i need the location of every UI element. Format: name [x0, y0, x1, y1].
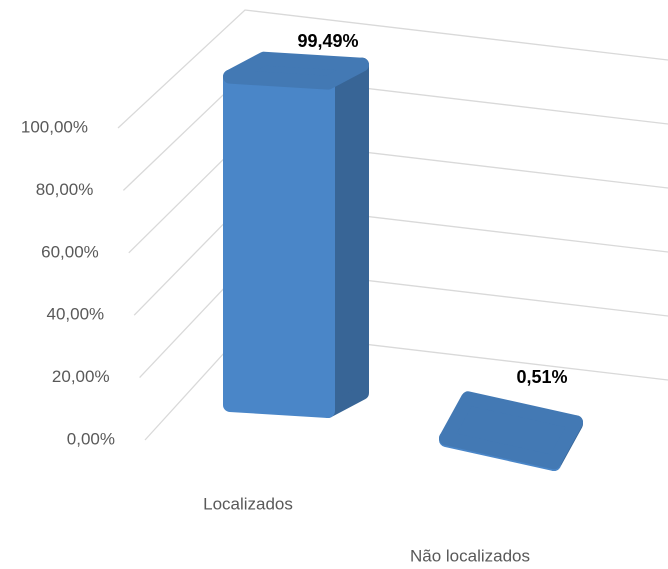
- grid-line: [128, 137, 668, 254]
- x-tick-label: Localizados: [203, 494, 293, 513]
- grid-line: [122, 73, 668, 191]
- bar: [223, 51, 369, 90]
- bar: [439, 391, 583, 470]
- y-tick-label: 60,00%: [41, 242, 99, 261]
- y-tick-label: 20,00%: [52, 367, 110, 386]
- grid-line: [117, 9, 668, 129]
- data-label: 0,51%: [516, 367, 567, 387]
- grid-line: [139, 265, 668, 379]
- x-tick-label: Não localizados: [410, 546, 530, 565]
- y-tick-label: 40,00%: [47, 305, 105, 324]
- y-tick-label: 0,00%: [67, 429, 115, 448]
- data-label: 99,49%: [297, 31, 358, 51]
- y-tick-label: 80,00%: [36, 180, 94, 199]
- y-tick-label: 100,00%: [21, 117, 88, 136]
- bar: [223, 69, 335, 418]
